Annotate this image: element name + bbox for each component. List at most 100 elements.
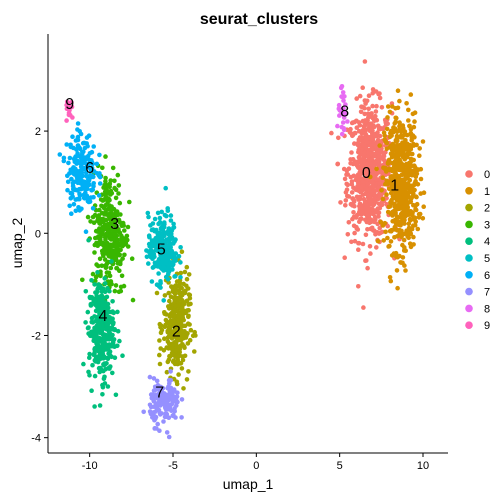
point-cluster-4 (100, 382, 105, 388)
point-cluster-2 (162, 336, 167, 342)
point-cluster-1 (396, 215, 401, 220)
point-cluster-7 (154, 395, 160, 401)
point-cluster-6 (71, 202, 77, 207)
point-cluster-3 (104, 240, 110, 246)
point-cluster-4 (91, 334, 96, 340)
point-cluster-1 (411, 157, 417, 163)
point-cluster-6 (70, 134, 75, 139)
point-cluster-2 (192, 329, 197, 335)
point-cluster-1 (387, 275, 393, 280)
point-cluster-0 (351, 210, 356, 215)
point-cluster-2 (157, 338, 162, 343)
point-cluster-1 (397, 227, 402, 233)
point-cluster-1 (407, 216, 413, 222)
point-cluster-0 (370, 131, 376, 137)
point-cluster-5 (157, 215, 163, 221)
point-cluster-0 (358, 196, 363, 202)
point-cluster-7 (151, 410, 156, 415)
point-cluster-0 (335, 161, 340, 167)
point-cluster-7 (172, 408, 177, 414)
point-cluster-2 (173, 303, 178, 309)
point-cluster-7 (151, 376, 157, 381)
point-cluster-2 (190, 333, 196, 339)
point-cluster-0 (366, 93, 372, 98)
point-cluster-6 (87, 182, 92, 188)
point-cluster-4 (97, 369, 102, 375)
point-cluster-4 (92, 314, 97, 319)
point-cluster-0 (356, 284, 361, 289)
point-cluster-3 (103, 264, 109, 269)
point-cluster-8 (343, 102, 348, 107)
point-cluster-0 (338, 200, 343, 205)
point-cluster-0 (366, 150, 371, 156)
point-cluster-6 (67, 171, 72, 176)
point-cluster-4 (95, 286, 100, 292)
point-cluster-2 (179, 331, 184, 336)
point-cluster-1 (401, 217, 407, 223)
point-cluster-4 (97, 357, 102, 362)
point-cluster-0 (366, 106, 372, 112)
legend-key-2 (465, 203, 473, 212)
point-cluster-1 (416, 215, 422, 220)
point-cluster-0 (358, 109, 364, 115)
legend-label-6: 6 (484, 270, 490, 282)
point-cluster-0 (360, 241, 366, 247)
point-cluster-1 (395, 285, 400, 291)
point-cluster-1 (406, 172, 412, 178)
point-cluster-4 (105, 384, 111, 389)
point-cluster-4 (97, 309, 102, 314)
point-cluster-2 (159, 323, 164, 329)
point-cluster-3 (100, 241, 105, 246)
point-cluster-7 (161, 391, 167, 396)
point-cluster-0 (360, 85, 366, 90)
point-cluster-1 (405, 204, 411, 210)
point-cluster-0 (372, 118, 377, 124)
cluster-label-8: 8 (340, 104, 349, 121)
point-cluster-0 (352, 159, 358, 164)
point-cluster-6 (97, 152, 102, 158)
point-cluster-6 (89, 149, 95, 155)
point-cluster-0 (349, 179, 355, 184)
point-cluster-5 (165, 208, 171, 213)
point-cluster-6 (61, 158, 67, 164)
point-cluster-1 (415, 226, 421, 232)
point-cluster-2 (162, 324, 168, 330)
point-cluster-1 (385, 181, 391, 186)
point-cluster-0 (370, 103, 375, 109)
legend-key-7 (465, 287, 473, 296)
cluster-label-5: 5 (157, 242, 166, 259)
point-cluster-4 (83, 320, 88, 325)
point-cluster-4 (103, 302, 108, 308)
point-cluster-0 (362, 129, 368, 134)
point-cluster-1 (415, 182, 421, 187)
point-cluster-0 (368, 161, 374, 167)
point-cluster-5 (151, 251, 157, 257)
point-cluster-6 (75, 134, 81, 140)
point-cluster-4 (99, 329, 104, 335)
point-cluster-7 (164, 430, 170, 435)
point-cluster-2 (174, 337, 180, 342)
point-cluster-1 (418, 176, 424, 182)
point-cluster-6 (77, 129, 82, 134)
point-cluster-2 (157, 352, 162, 358)
point-cluster-5 (178, 260, 183, 265)
point-cluster-1 (382, 220, 388, 226)
point-cluster-0 (375, 149, 381, 155)
point-cluster-3 (118, 212, 123, 217)
point-cluster-7 (164, 414, 169, 420)
point-cluster-4 (97, 403, 103, 408)
point-cluster-6 (91, 194, 96, 200)
point-cluster-2 (182, 323, 188, 329)
point-cluster-4 (96, 319, 102, 325)
point-cluster-4 (104, 311, 109, 317)
point-cluster-1 (389, 154, 395, 160)
point-cluster-4 (115, 309, 120, 315)
point-cluster-3 (106, 270, 112, 276)
point-cluster-0 (349, 150, 354, 155)
point-cluster-0 (359, 184, 364, 190)
point-cluster-1 (403, 137, 408, 143)
point-cluster-5 (163, 230, 168, 236)
point-cluster-4 (111, 337, 117, 342)
point-cluster-0 (344, 181, 350, 187)
